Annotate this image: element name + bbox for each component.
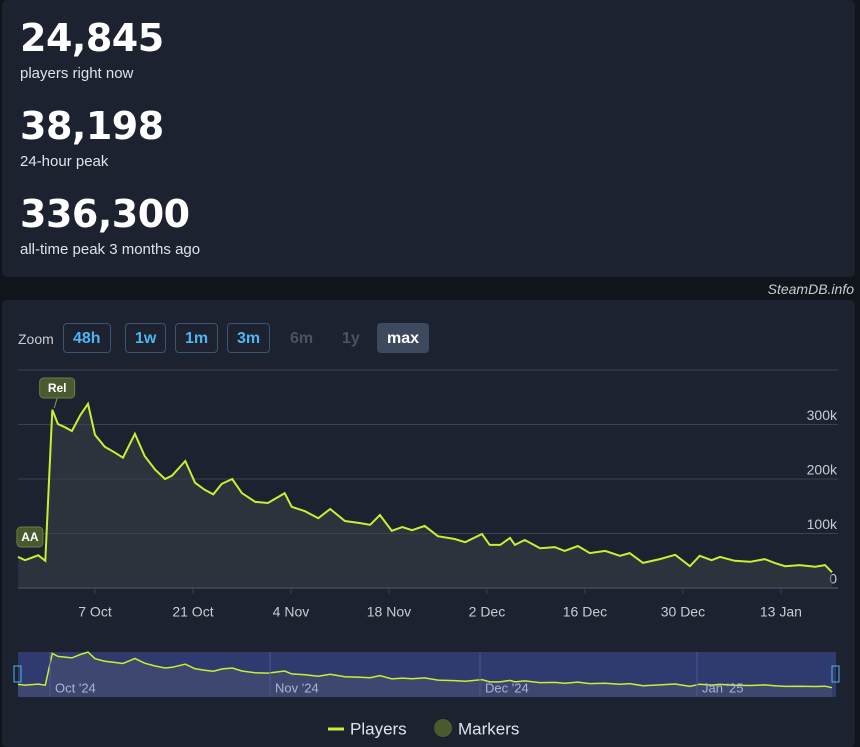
zoom-label: Zoom bbox=[18, 331, 54, 347]
navigator-label: Dec '24 bbox=[485, 680, 529, 695]
annotation-box bbox=[39, 377, 76, 399]
legend-label: Markers bbox=[458, 719, 519, 738]
y-tick-label: 100k bbox=[807, 516, 838, 532]
navigator-handle bbox=[13, 665, 22, 683]
navigator-label: Nov '24 bbox=[275, 680, 319, 695]
y-tick-label: 300k bbox=[807, 407, 838, 423]
navigator-line bbox=[17, 651, 833, 689]
legend-label: Players bbox=[350, 719, 407, 738]
y-tick-label: 200k bbox=[807, 462, 838, 478]
zoom-button[interactable]: 3m bbox=[227, 323, 271, 353]
y-tick-label: 0 bbox=[829, 571, 837, 587]
stat-value: 38,198 bbox=[20, 104, 164, 148]
x-tick-label: 16 Dec bbox=[563, 604, 607, 620]
zoom-button[interactable]: 1w bbox=[125, 323, 167, 353]
x-tick-label: 4 Nov bbox=[273, 604, 310, 620]
stat-label: 24-hour peak bbox=[20, 153, 109, 170]
credit: SteamDB.info bbox=[767, 281, 854, 297]
zoom-button[interactable]: 48h bbox=[63, 323, 111, 353]
x-tick-label: 2 Dec bbox=[469, 604, 506, 620]
stat-value: 24,845 bbox=[20, 16, 164, 60]
annotation-text: Rel bbox=[48, 381, 67, 395]
stat-value: 336,300 bbox=[20, 192, 190, 236]
annotation-text: AA bbox=[21, 530, 39, 544]
navigator-label: Jan '25 bbox=[702, 680, 744, 695]
x-tick-label: 13 Jan bbox=[760, 604, 802, 620]
navigator-handle bbox=[831, 665, 840, 683]
zoom-button: 1y bbox=[342, 330, 360, 347]
zoom-button[interactable]: 1m bbox=[175, 323, 219, 353]
stats-panel: 24,845 players right now 38,198 24-hour … bbox=[2, 0, 855, 277]
navigator-label: Oct '24 bbox=[55, 680, 96, 695]
annotation-box bbox=[16, 526, 44, 548]
annotation-connector bbox=[53, 397, 58, 409]
area bbox=[18, 403, 832, 588]
stat-label: all-time peak 3 months ago bbox=[20, 241, 201, 258]
zoom-button: 6m bbox=[290, 330, 314, 347]
x-tick-label: 30 Dec bbox=[661, 604, 705, 620]
zoom-button[interactable]: max bbox=[377, 323, 430, 353]
stat-label: players right now bbox=[20, 65, 134, 82]
legend-swatch bbox=[434, 719, 452, 737]
navigator-area bbox=[18, 652, 832, 697]
x-tick-label: 7 Oct bbox=[78, 604, 112, 620]
line bbox=[17, 401, 833, 573]
x-tick-label: 21 Oct bbox=[172, 604, 213, 620]
x-tick-label: 18 Nov bbox=[367, 604, 411, 620]
